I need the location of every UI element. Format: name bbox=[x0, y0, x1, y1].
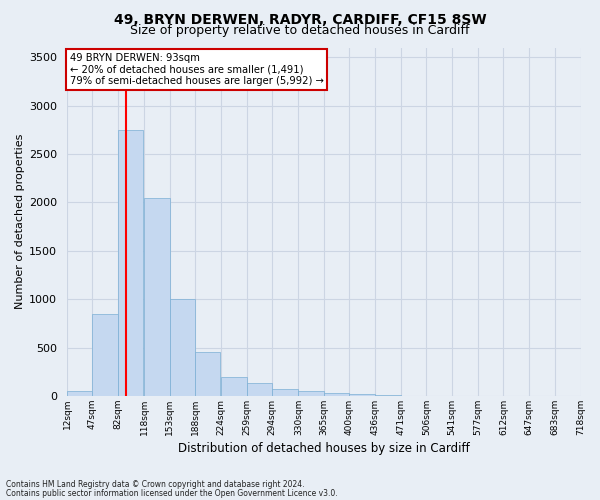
Text: Contains public sector information licensed under the Open Government Licence v3: Contains public sector information licen… bbox=[6, 488, 338, 498]
Text: 49, BRYN DERWEN, RADYR, CARDIFF, CF15 8SW: 49, BRYN DERWEN, RADYR, CARDIFF, CF15 8S… bbox=[113, 12, 487, 26]
Bar bbox=[144, 198, 170, 396]
Bar bbox=[221, 376, 247, 396]
Y-axis label: Number of detached properties: Number of detached properties bbox=[15, 134, 25, 310]
Bar bbox=[170, 299, 195, 396]
Bar bbox=[324, 393, 349, 396]
Bar bbox=[92, 314, 118, 396]
Bar bbox=[376, 395, 401, 396]
Bar bbox=[349, 394, 374, 396]
Bar bbox=[195, 352, 220, 396]
Bar bbox=[67, 391, 92, 396]
X-axis label: Distribution of detached houses by size in Cardiff: Distribution of detached houses by size … bbox=[178, 442, 470, 455]
Text: Size of property relative to detached houses in Cardiff: Size of property relative to detached ho… bbox=[130, 24, 470, 37]
Text: Contains HM Land Registry data © Crown copyright and database right 2024.: Contains HM Land Registry data © Crown c… bbox=[6, 480, 305, 489]
Text: 49 BRYN DERWEN: 93sqm
← 20% of detached houses are smaller (1,491)
79% of semi-d: 49 BRYN DERWEN: 93sqm ← 20% of detached … bbox=[70, 52, 323, 86]
Bar bbox=[118, 130, 143, 396]
Bar bbox=[247, 384, 272, 396]
Bar bbox=[272, 388, 298, 396]
Bar bbox=[298, 391, 324, 396]
